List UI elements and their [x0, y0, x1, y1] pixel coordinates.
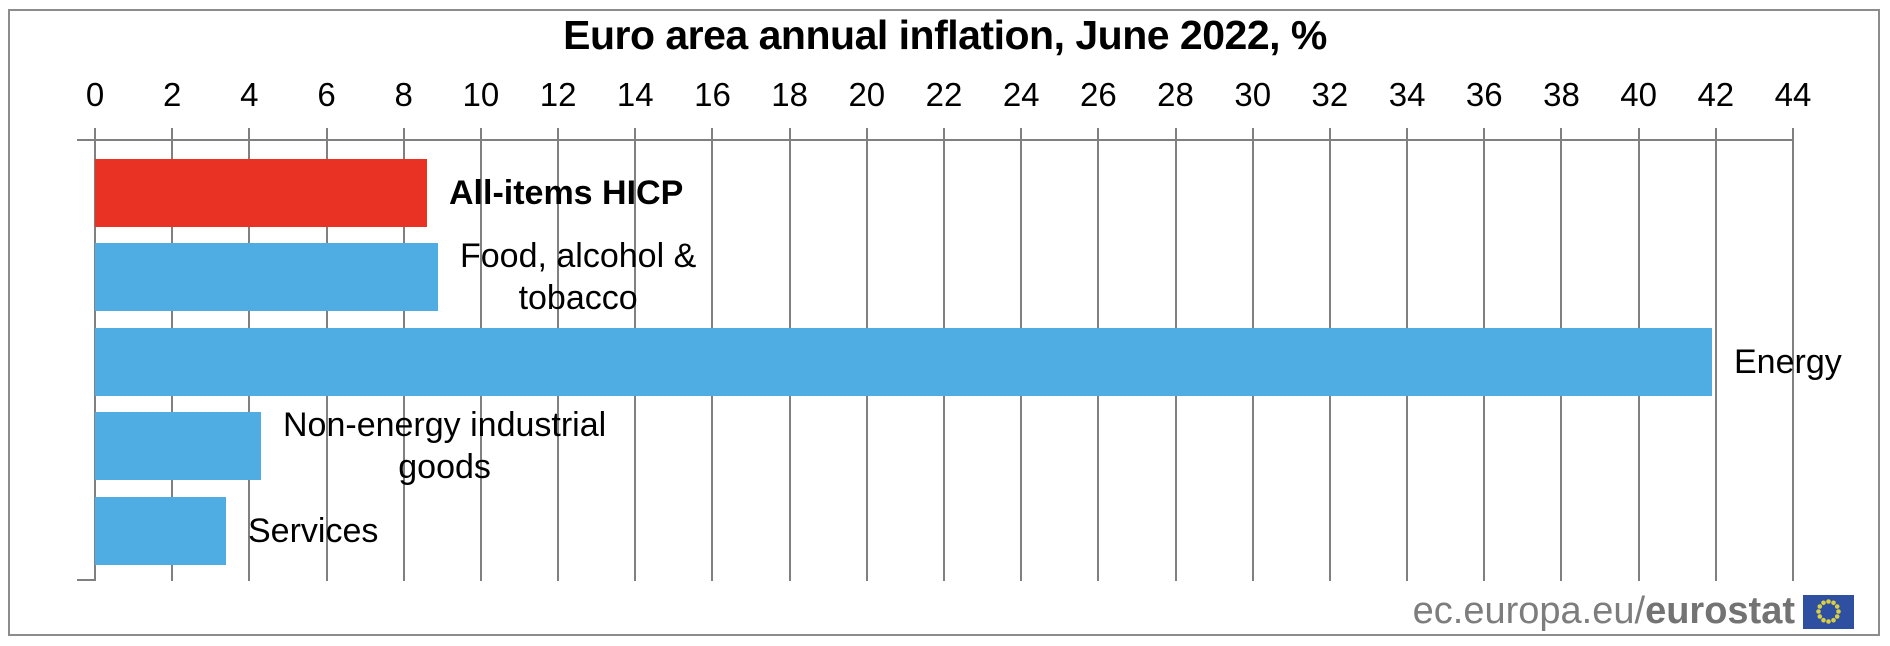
x-axis-tick-label: 34: [1388, 76, 1426, 113]
x-axis-tick-label: 18: [771, 76, 808, 113]
axis-tick: [325, 128, 328, 139]
x-axis-tick-label: 28: [1157, 76, 1194, 113]
axis-tick: [1174, 128, 1177, 139]
axis-tick: [711, 128, 714, 139]
gridline: [1714, 139, 1717, 581]
x-axis-tick-label: 44: [1774, 76, 1812, 113]
axis-tick: [1251, 128, 1254, 139]
bar-non-energy-industrial-goods: [95, 412, 261, 480]
chart-title: Euro area annual inflation, June 2022, %: [563, 12, 1327, 58]
axis-tick: [402, 128, 405, 139]
axis-tick: [557, 128, 560, 139]
axis-tick: [171, 128, 174, 139]
axis-tick: [1792, 128, 1794, 139]
x-axis-tick-label: 26: [1080, 76, 1117, 113]
axis-tick: [1637, 128, 1640, 139]
x-axis-tick-label: 40: [1620, 76, 1657, 113]
figure-frame: [8, 9, 1880, 636]
axis-tick: [1097, 128, 1100, 139]
x-axis-tick-label: 0: [85, 76, 105, 113]
axis-tick: [1406, 128, 1409, 139]
x-axis-line: [77, 139, 1793, 141]
eu-flag-icon: [1803, 594, 1854, 629]
axis-tick: [943, 128, 945, 139]
axis-tick: [1483, 128, 1486, 139]
axis-tick: [1328, 128, 1331, 139]
bar-label-food-alcohol-tobacco: Food, alcohol & tobacco: [460, 237, 697, 317]
y-axis-bottom-tick: [77, 579, 95, 581]
axis-tick: [788, 128, 791, 139]
x-axis-tick-label: 20: [848, 76, 886, 113]
x-axis-tick-label: 4: [240, 76, 259, 113]
footer-url-prefix: ec.europa.eu/: [1412, 590, 1646, 632]
x-axis-tick-label: 32: [1311, 76, 1349, 113]
axis-tick: [634, 128, 637, 139]
x-axis-tick-label: 30: [1234, 76, 1272, 113]
axis-tick: [865, 128, 868, 139]
axis-tick: [1020, 128, 1023, 139]
bar-label-all-items-hicp: All-items HICP: [449, 174, 684, 212]
axis-tick: [1560, 128, 1563, 139]
bar-label-non-energy-industrial-goods: Non-energy industrial goods: [283, 406, 607, 486]
footer-brand: eurostat: [1645, 590, 1795, 632]
eu-flag-stars: [1816, 598, 1841, 624]
x-axis-tick-label: 24: [1002, 76, 1040, 113]
x-axis-tick-label: 10: [462, 76, 500, 113]
bar-services: [95, 497, 226, 565]
x-axis-tick-label: 14: [616, 76, 654, 113]
axis-tick: [94, 128, 96, 139]
bar-energy: [95, 328, 1712, 396]
axis-tick: [1714, 128, 1717, 139]
bar-food-alcohol-tobacco: [95, 243, 438, 311]
x-axis-tick-label: 2: [162, 76, 182, 113]
x-axis-tick-label: 38: [1543, 76, 1580, 113]
x-axis-tick-label: 42: [1697, 76, 1735, 113]
x-axis-tick-label: 8: [394, 76, 413, 113]
bar-label-energy: Energy: [1734, 343, 1842, 381]
gridline: [1792, 139, 1794, 581]
axis-tick: [479, 128, 482, 139]
eurostat-footer: ec.europa.eu/eurostat: [1413, 590, 1854, 633]
x-axis-tick-label: 16: [694, 76, 731, 113]
x-axis-tick-label: 12: [539, 76, 577, 113]
bar-label-services: Services: [248, 512, 379, 550]
axis-tick: [248, 128, 251, 139]
x-axis-tick-label: 6: [317, 76, 336, 113]
bar-all-items-hicp: [95, 159, 427, 227]
x-axis-tick-label: 22: [925, 76, 963, 113]
x-axis-tick-label: 36: [1465, 76, 1503, 113]
